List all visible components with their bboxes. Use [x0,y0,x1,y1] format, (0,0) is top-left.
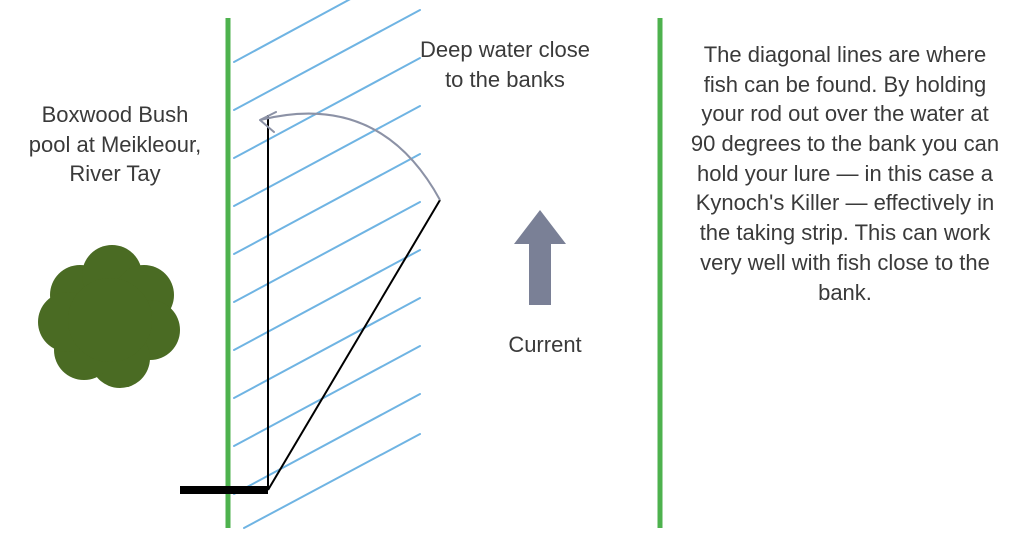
bush-icon [38,245,180,388]
pool-name-label: Boxwood Bush pool at Meikleour, River Ta… [20,100,210,189]
current-arrow-icon [514,210,566,305]
hatch-lines [234,0,420,528]
cast-arc [260,112,440,200]
rod-and-lines [180,115,440,490]
diagram-stage: Boxwood Bush pool at Meikleour, River Ta… [0,0,1016,546]
current-label: Current [480,330,610,360]
explanation-text: The diagonal lines are where fish can be… [690,40,1000,307]
deep-water-label: Deep water close to the banks [410,35,600,94]
